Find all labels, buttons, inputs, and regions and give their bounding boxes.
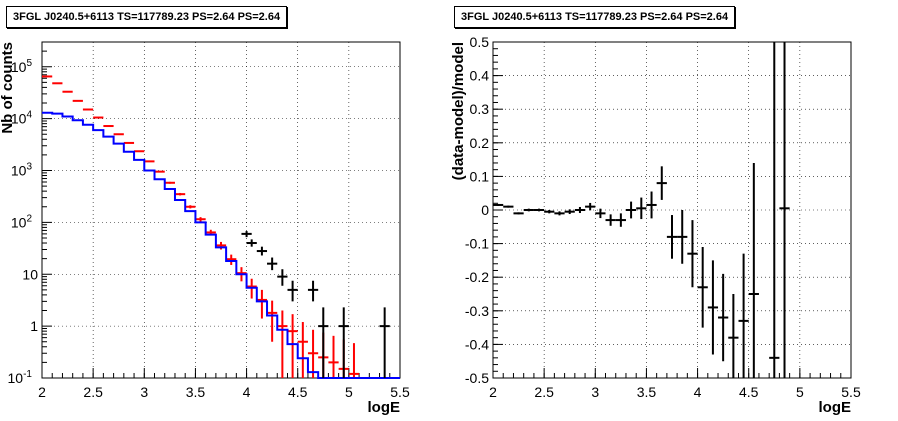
residuals-x-tick-label: 5 xyxy=(796,384,804,400)
counts-x-tick-label: 2.5 xyxy=(83,384,103,400)
counts-y-tick-label: 1 xyxy=(30,318,38,334)
counts-x-tick-label: 3.5 xyxy=(186,384,206,400)
residuals-x-tick-label: 3 xyxy=(591,384,599,400)
counts-y-tick-label: 10-1 xyxy=(8,369,33,386)
residuals-y-tick-label: 0.3 xyxy=(470,101,490,117)
residuals-y-tick-label: -0.5 xyxy=(465,370,489,386)
counts-x-tick-label: 4 xyxy=(243,384,251,400)
counts-x-tick-label: 3 xyxy=(140,384,148,400)
residuals-x-axis-label: logE xyxy=(819,399,852,416)
residuals-x-tick-label: 5.5 xyxy=(841,384,861,400)
residuals-y-tick-label: -0.3 xyxy=(465,303,489,319)
counts-x-tick-label: 4.5 xyxy=(288,384,308,400)
residuals-panel: 2 2.5 3 3.5 4 4.5 5 5.5 -0.5 -0.4 -0.3 -0.2 -0.1 0 0.1… xyxy=(450,34,861,416)
residuals-y-tick-label: 0.5 xyxy=(470,34,490,50)
counts-y-tick-label: 105 xyxy=(11,58,33,75)
residuals-y-tick-label: -0.4 xyxy=(465,336,489,352)
counts-panel: 2 2.5 3 3.5 4 4.5 5 5.5 10-1 1 10 102 103 104 105 logE N… xyxy=(0,41,410,416)
residuals-y-tick-label: -0.1 xyxy=(465,236,489,252)
counts-x-tick-label: 5.5 xyxy=(390,384,410,400)
counts-y-tick-label: 103 xyxy=(11,162,33,179)
residuals-x-tick-label: 4.5 xyxy=(739,384,759,400)
residuals-x-tick-label: 2.5 xyxy=(534,384,554,400)
counts-x-tick-label: 2 xyxy=(38,384,46,400)
residuals-y-axis-label: (data-model)/model xyxy=(450,42,467,180)
residuals-y-tick-label: -0.2 xyxy=(465,269,489,285)
residuals-y-tick-label: 0.1 xyxy=(470,168,490,184)
residuals-x-tick-label: 2 xyxy=(489,384,497,400)
residuals-x-tick-label: 3.5 xyxy=(637,384,657,400)
model-step-line xyxy=(42,111,400,379)
counts-y-tick-label: 10 xyxy=(22,266,38,282)
counts-y-tick-label: 102 xyxy=(11,213,33,230)
counts-y-axis-label: Nb of counts xyxy=(0,42,16,134)
counts-x-axis-label: logE xyxy=(368,399,401,416)
residuals-y-tick-label: 0.2 xyxy=(470,135,490,151)
counts-y-tick-label: 104 xyxy=(11,110,33,127)
counts-plot-frame xyxy=(41,41,401,379)
residuals-y-tick-label: 0.4 xyxy=(470,68,490,84)
residuals-chart-title: 3FGL J0240.5+6113 TS=117789.23 PS=2.64 P… xyxy=(454,6,736,28)
residuals-x-tick-label: 4 xyxy=(694,384,702,400)
counts-chart-title: 3FGL J0240.5+6113 TS=117789.23 PS=2.64 P… xyxy=(6,6,288,28)
counts-x-tick-label: 5 xyxy=(345,384,353,400)
residuals-y-tick-label: 0 xyxy=(481,202,489,218)
